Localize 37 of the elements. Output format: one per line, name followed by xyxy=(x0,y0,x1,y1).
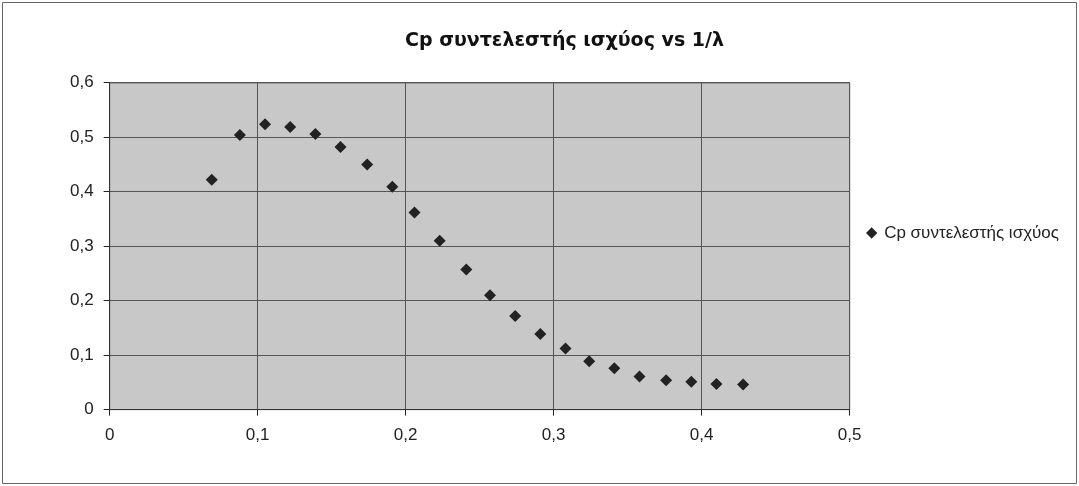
point xyxy=(710,378,723,390)
x-tick-label: 0,3 xyxy=(541,425,566,445)
point xyxy=(509,309,522,322)
y-tick-label: 0,3 xyxy=(69,235,94,255)
y-tick-label: 0,5 xyxy=(69,126,94,146)
y-tick-label: 0 xyxy=(84,399,94,419)
point xyxy=(608,362,621,375)
legend-label: Cp συντελεστής ισχύος xyxy=(884,222,1060,242)
point xyxy=(433,234,446,247)
y-tick-label: 0,4 xyxy=(69,181,94,201)
point xyxy=(660,374,673,387)
point xyxy=(408,206,421,219)
x-tick-label: 0 xyxy=(104,425,115,445)
point xyxy=(460,263,473,276)
point xyxy=(534,327,547,340)
point xyxy=(361,158,374,171)
y-tick-label: 0,6 xyxy=(69,72,94,92)
point xyxy=(233,129,246,142)
chart-title: Cp συντελεστής ισχύος vs 1/λ xyxy=(404,28,725,51)
x-tick-label: 0,5 xyxy=(837,425,862,445)
point xyxy=(484,289,497,302)
point xyxy=(633,370,646,383)
point xyxy=(685,375,698,388)
point xyxy=(583,355,596,368)
x-tick-label: 0,2 xyxy=(393,425,418,445)
x-tick-label: 0,1 xyxy=(245,425,270,445)
point xyxy=(284,120,297,133)
point xyxy=(205,173,218,186)
y-tick-label: 0,1 xyxy=(69,344,94,364)
point xyxy=(309,128,322,140)
point xyxy=(259,118,272,131)
y-tick-label: 0,2 xyxy=(69,290,94,310)
point xyxy=(559,342,572,355)
point xyxy=(737,378,750,391)
point xyxy=(386,180,399,193)
point xyxy=(334,141,347,154)
x-tick-label: 0,4 xyxy=(689,425,714,445)
